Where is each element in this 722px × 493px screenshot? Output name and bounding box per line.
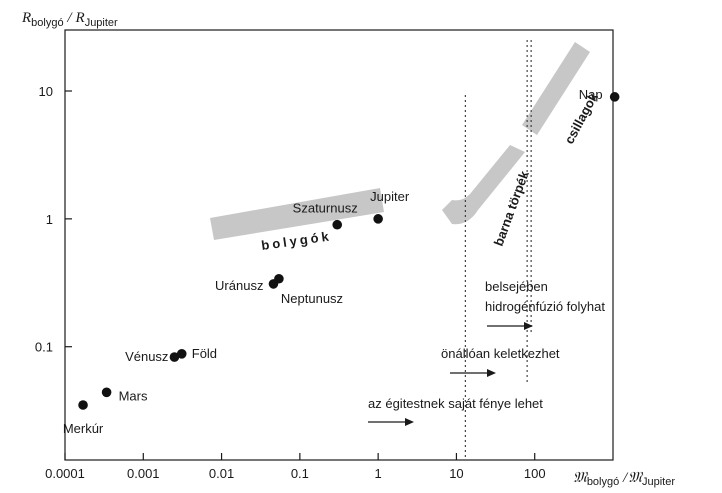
point-jupiter — [373, 214, 383, 224]
point-label-uranusz: Uránusz — [215, 278, 263, 293]
annotation-sajat-feny: az égitestnek saját fénye lehet — [368, 396, 543, 426]
x-tick-label: 0.001 — [127, 466, 160, 481]
x-tick-label: 0.0001 — [45, 466, 85, 481]
x-axis-title: 𝔐bolygó /𝔐Jupiter — [573, 470, 675, 488]
region-label-bolygok: bolygók — [260, 228, 332, 253]
x-tick-label: 100 — [524, 466, 546, 481]
point-label-merkur: Merkúr — [63, 421, 104, 436]
annotation-onalloan: önállóan keletkezhet — [441, 346, 560, 377]
point-label-mars: Mars — [119, 388, 148, 403]
x-tick-label: 1 — [375, 466, 382, 481]
y-tick-label: 10 — [39, 84, 53, 99]
point-label-jupiter: Jupiter — [370, 189, 410, 204]
x-axis-ticks: 0.0001 0.001 0.01 0.1 1 10 100 — [45, 453, 546, 481]
point-label-nap: Nap — [579, 87, 603, 102]
annotation-text-belsejeben: belsejében — [485, 279, 548, 294]
point-venusz — [169, 352, 180, 362]
arrow-head-2 — [487, 369, 496, 377]
point-szaturnusz — [332, 219, 343, 230]
region-band-csillagok — [522, 42, 590, 135]
data-points: Merkúr Vénusz Föld Mars Uránusz Neptunusz Szat… — [63, 87, 620, 436]
point-label-venusz: Vénusz — [125, 349, 168, 364]
annotation-text-hidrogenfuzio: hidrogénfúzió folyhat — [485, 299, 605, 314]
y-tick-label: 1 — [46, 212, 53, 227]
arrow-head-1 — [405, 418, 414, 426]
region-band-barna-torpek — [442, 145, 525, 225]
point-fold — [176, 349, 187, 359]
y-axis-title: Rbolygó / RJupiter — [21, 10, 118, 29]
axes-frame — [64, 29, 614, 461]
x-tick-label: 10 — [449, 466, 463, 481]
point-label-fold: Föld — [192, 346, 217, 361]
x-tick-label: 0.01 — [209, 466, 234, 481]
annotation-text-onalloan: önállóan keletkezhet — [441, 346, 560, 361]
point-merkur — [78, 400, 88, 410]
point-nap — [609, 92, 620, 102]
arrow-head-3 — [524, 322, 533, 330]
point-mars — [101, 387, 112, 398]
regions-layer — [210, 42, 590, 240]
point-neptunusz — [274, 273, 284, 284]
point-label-neptunusz: Neptunusz — [281, 291, 343, 306]
y-tick-label: 0.1 — [35, 340, 53, 355]
point-label-szaturnusz: Szaturnusz — [293, 201, 358, 216]
annotation-text-sajat-feny: az égitestnek saját fénye lehet — [368, 396, 543, 411]
annotation-hidrogenfuzio: belsejében hidrogénfúzió folyhat — [485, 279, 605, 330]
y-axis-ticks: 0.1 1 10 — [35, 84, 72, 355]
region-band-bolygok — [210, 188, 384, 240]
x-tick-label: 0.1 — [291, 466, 309, 481]
